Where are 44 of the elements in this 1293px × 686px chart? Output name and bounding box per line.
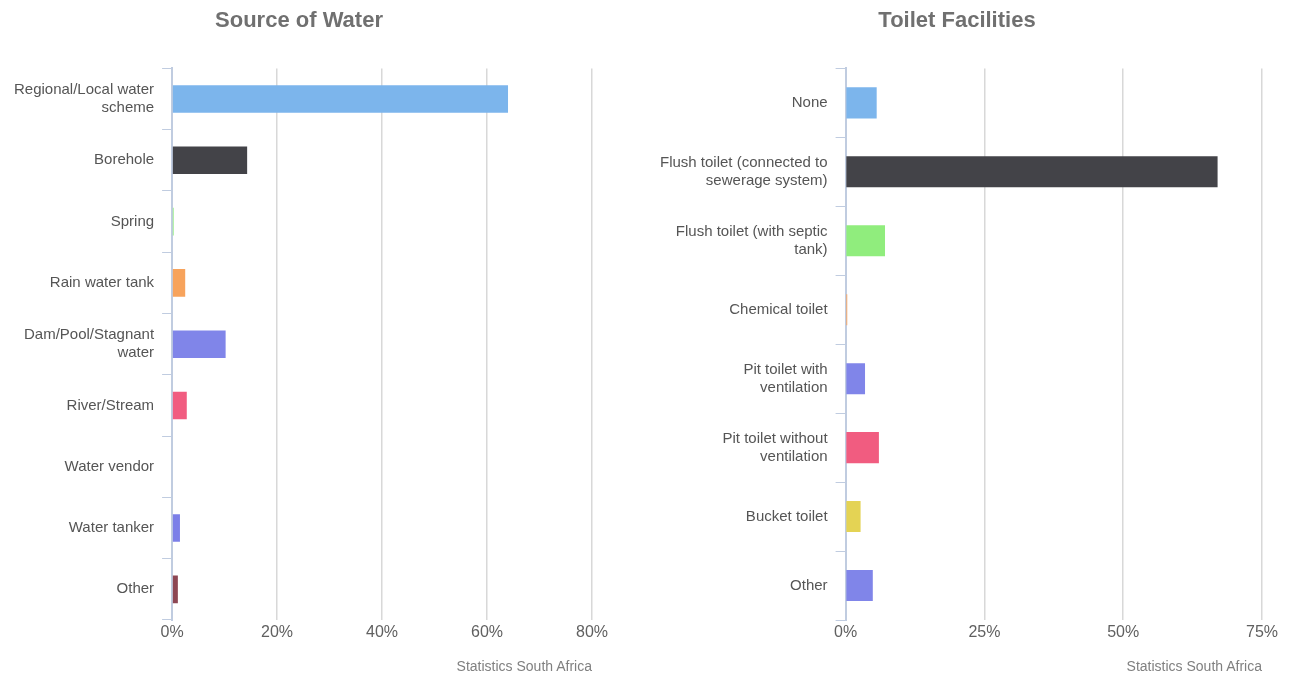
x-tick-label: 0% xyxy=(160,623,184,641)
bar xyxy=(172,85,509,113)
y-tick-label: Pit toilet without ventilation xyxy=(722,428,829,464)
y-tick-label: Water vendor xyxy=(64,456,155,474)
x-tick-label: 0% xyxy=(834,623,858,641)
bar xyxy=(172,330,226,358)
y-tick-label: Borehole xyxy=(94,150,155,168)
bar xyxy=(172,514,180,542)
bar xyxy=(172,575,178,604)
y-tick-label: Flush toilet (connected to sewerage system) xyxy=(660,152,828,188)
bar xyxy=(846,501,861,533)
bar xyxy=(172,391,187,420)
y-tick-label: Flush toilet (with septic tank) xyxy=(675,221,829,257)
bar xyxy=(846,432,879,464)
y-tick-label: Water tanker xyxy=(68,518,155,536)
bar xyxy=(846,87,877,119)
bar xyxy=(172,269,186,297)
bar xyxy=(846,225,886,257)
y-tick-label: Regional/Local water scheme xyxy=(13,80,155,116)
bar xyxy=(846,363,866,395)
x-tick-label: 20% xyxy=(261,623,294,641)
bar xyxy=(172,146,248,175)
x-tick-label: 60% xyxy=(471,623,504,641)
y-tick-label: Other xyxy=(790,575,828,593)
y-tick-label: Dam/Pool/Stagnant water xyxy=(24,325,155,361)
y-tick-label: Pit toilet with ventilation xyxy=(743,359,828,395)
chart-title: Toilet Facilities xyxy=(878,7,1036,33)
bar xyxy=(846,156,1218,188)
x-tick-label: 25% xyxy=(968,623,1001,641)
y-tick-label: Bucket toilet xyxy=(745,506,829,524)
y-tick-label: None xyxy=(791,93,828,111)
x-tick-label: 50% xyxy=(1107,623,1140,641)
x-tick-label: 75% xyxy=(1245,623,1279,641)
y-tick-label: Other xyxy=(116,579,155,597)
x-tick-label: 80% xyxy=(575,623,609,641)
text: Statistics South Africa xyxy=(1126,658,1263,675)
y-tick-label: Rain water tank xyxy=(49,273,155,291)
bar xyxy=(846,570,873,602)
x-tick-label: 40% xyxy=(366,623,399,641)
y-tick-label: Chemical toilet xyxy=(729,299,829,317)
chart-title: Source of Water xyxy=(215,7,384,33)
text: Statistics South Africa xyxy=(456,658,593,675)
y-tick-label: Spring xyxy=(110,211,155,229)
y-tick-label: River/Stream xyxy=(66,395,155,413)
